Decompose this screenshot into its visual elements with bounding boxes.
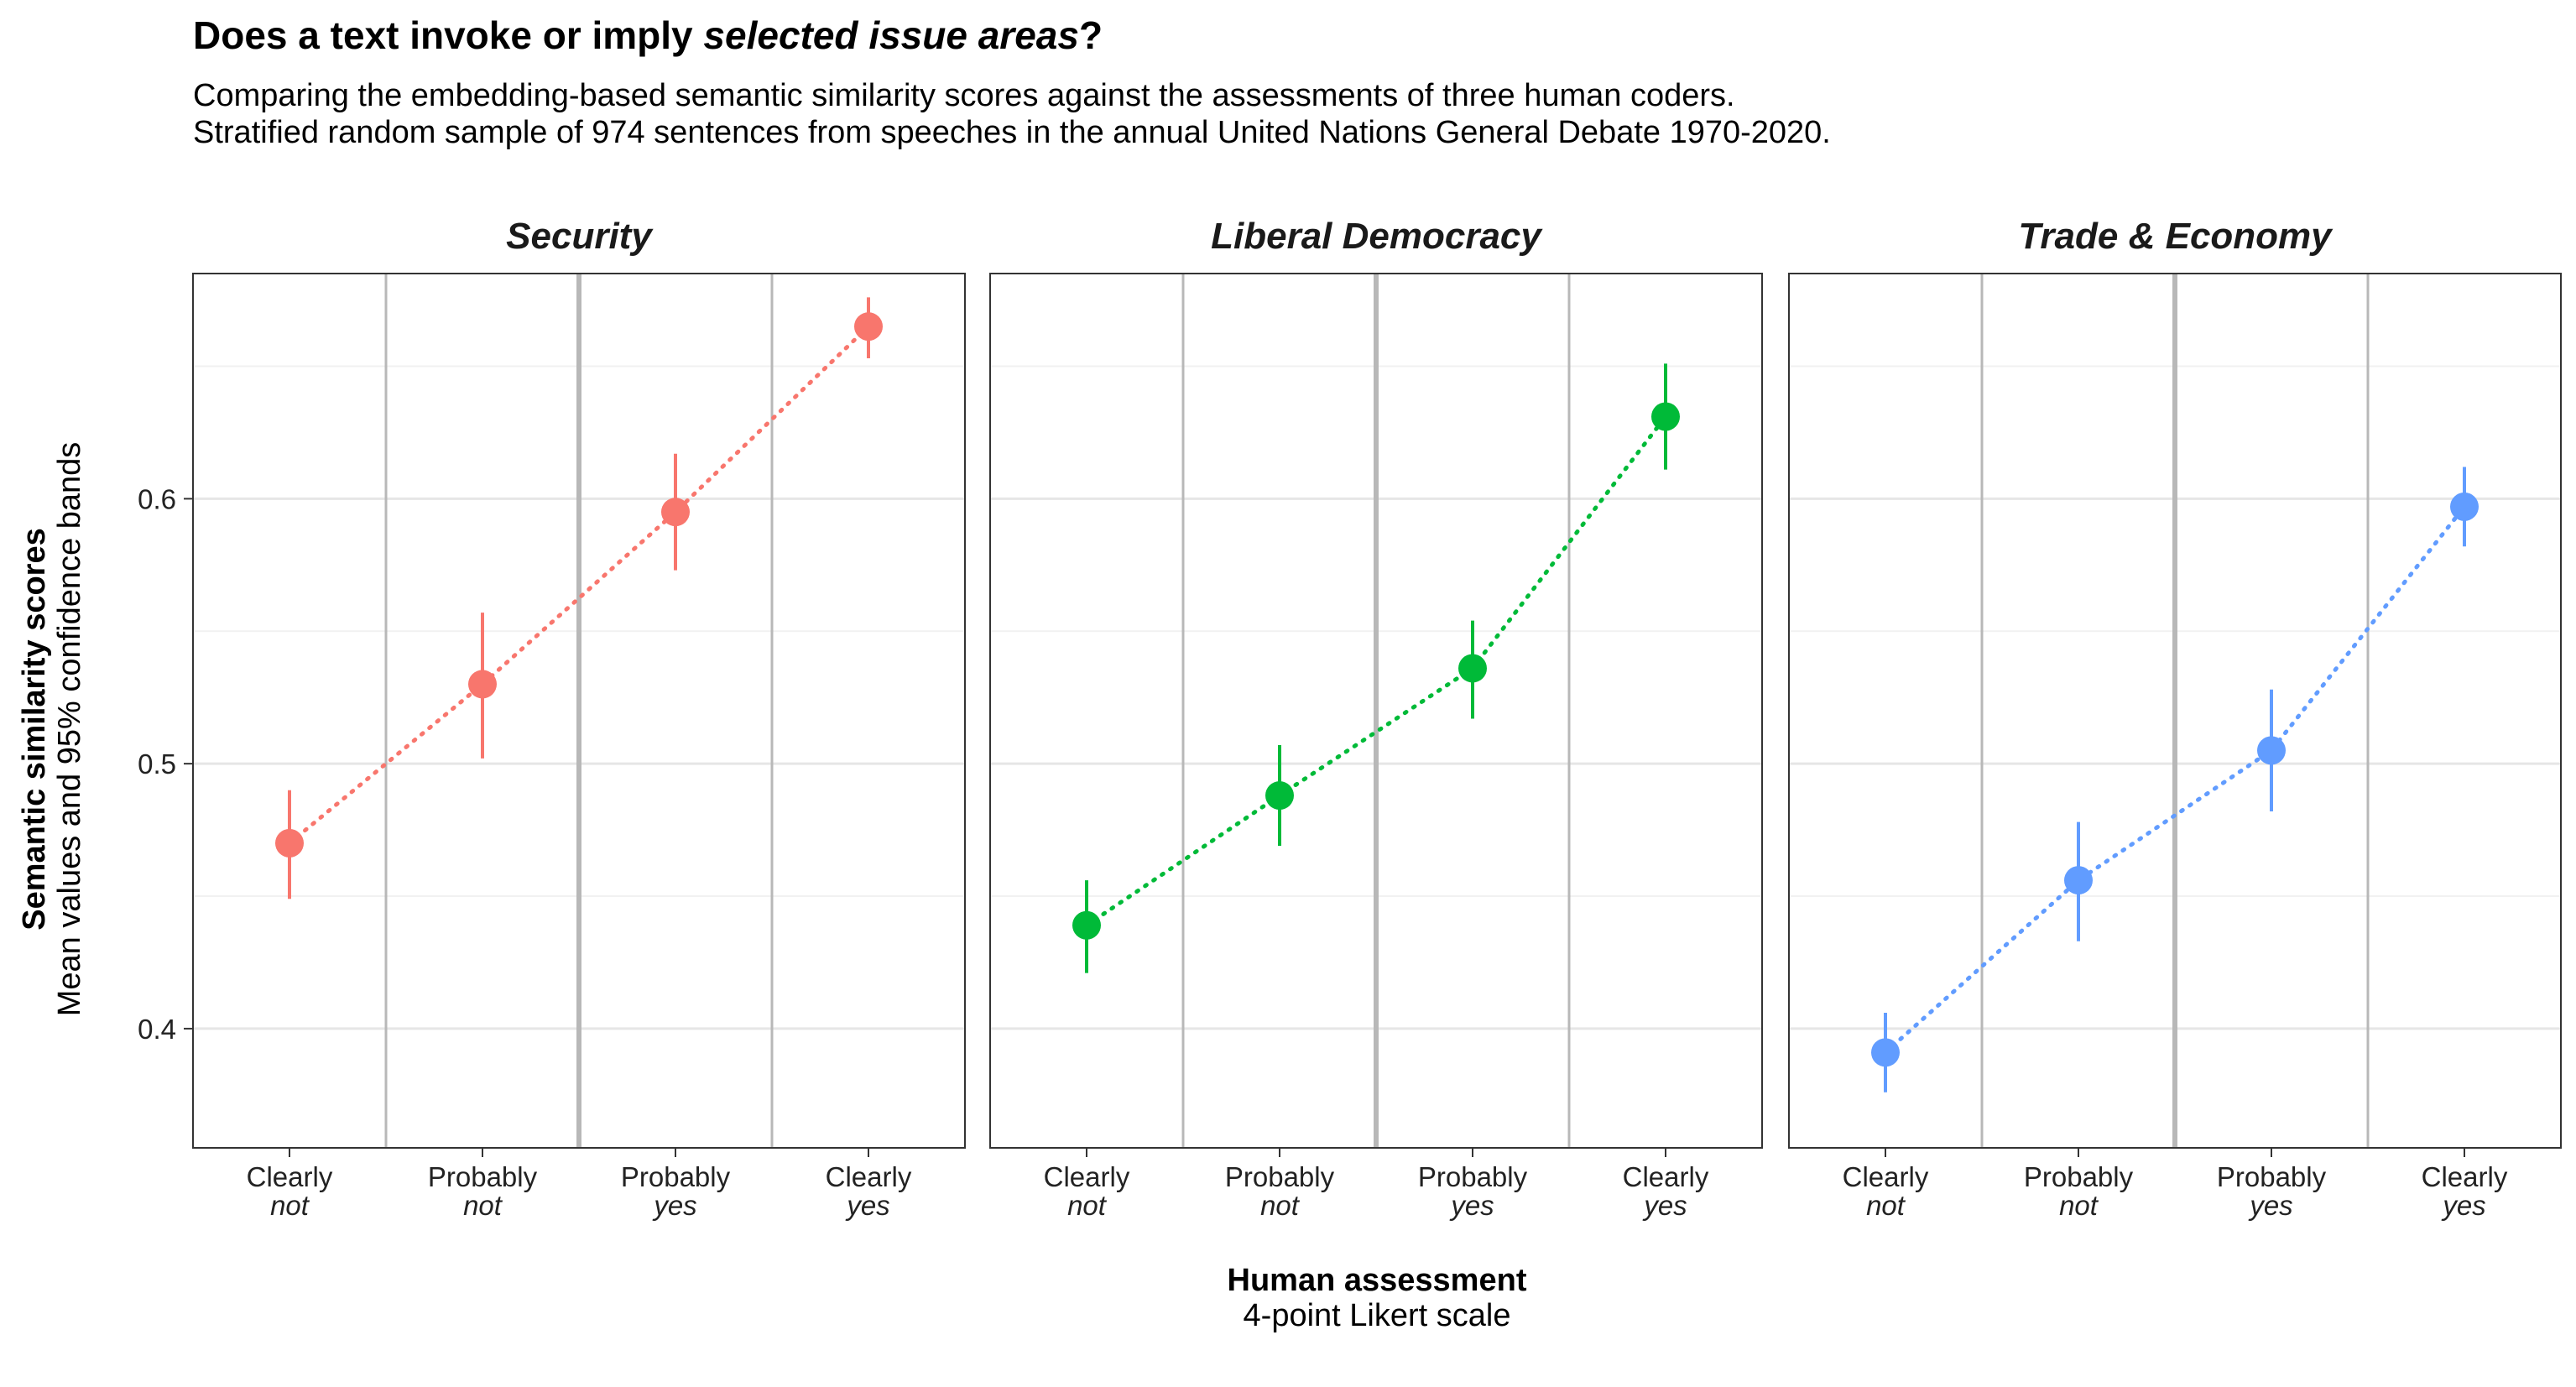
data-point xyxy=(2450,492,2479,521)
chart-subtitle-line1: Comparing the embedding-based semantic s… xyxy=(193,78,1735,113)
x-tick-label: yes xyxy=(652,1190,696,1221)
chart-subtitle-line2: Stratified random sample of 974 sentence… xyxy=(193,115,1831,150)
x-tick-label: not xyxy=(1067,1190,1108,1221)
y-tick-label: 0.5 xyxy=(138,748,176,780)
data-point xyxy=(1072,910,1101,940)
series-line xyxy=(1883,504,2467,1055)
y-tick-label: 0.6 xyxy=(138,483,176,514)
x-tick-label: Clearly xyxy=(1843,1161,1929,1192)
x-tick-label: Probably xyxy=(1418,1161,1528,1192)
x-tick-label: Probably xyxy=(621,1161,731,1192)
panel-border xyxy=(1788,273,2562,1149)
x-tick-label: not xyxy=(463,1190,503,1221)
panel-title: Security xyxy=(506,216,654,257)
series-line xyxy=(287,324,871,846)
x-tick-label: yes xyxy=(1642,1190,1687,1221)
panel-border xyxy=(192,273,966,1149)
data-point xyxy=(1871,1038,1900,1067)
x-tick-label: Clearly xyxy=(1623,1161,1709,1192)
panel-border xyxy=(989,273,1763,1149)
x-tick-label: yes xyxy=(1449,1190,1494,1221)
x-tick-label: not xyxy=(270,1190,310,1221)
x-tick-label: Clearly xyxy=(826,1161,912,1192)
data-point xyxy=(2064,866,2093,895)
x-tick-label: Probably xyxy=(428,1161,538,1192)
panel-trade-economy: Trade & EconomyClearlynotProbablynotProb… xyxy=(1788,216,2562,1221)
data-point xyxy=(1651,402,1680,431)
x-tick-label: not xyxy=(2059,1190,2099,1221)
y-axis: 0.4 0.5 0.6 xyxy=(138,483,193,1045)
panel-title: Liberal Democracy xyxy=(1211,216,1543,257)
data-point xyxy=(661,498,690,527)
y-axis-sublabel: Mean values and 95% confidence bands xyxy=(52,442,87,1016)
x-tick-label: Probably xyxy=(2217,1161,2327,1192)
chart-panels: SecurityClearlynotProbablynotProbablyyes… xyxy=(192,216,2562,1221)
data-point xyxy=(2257,736,2286,765)
data-point xyxy=(1458,654,1487,683)
x-tick-label: yes xyxy=(2248,1190,2292,1221)
data-point xyxy=(1265,781,1294,811)
x-tick-label: not xyxy=(1260,1190,1301,1221)
chart-header: Does a text invoke or imply selected iss… xyxy=(193,13,1831,150)
panel-liberal-democracy: Liberal DemocracyClearlynotProbablynotPr… xyxy=(989,216,1763,1221)
x-axis-label: Human assessment xyxy=(1228,1263,1527,1298)
x-tick-label: Clearly xyxy=(247,1161,333,1192)
x-axis-sublabel: 4-point Likert scale xyxy=(1244,1298,1511,1333)
panel-title: Trade & Economy xyxy=(2018,216,2334,257)
x-tick-label: not xyxy=(1866,1190,1906,1221)
y-axis-title: Semantic similarity scores Mean values a… xyxy=(17,442,87,1016)
x-tick-label: Clearly xyxy=(2422,1161,2508,1192)
x-tick-label: yes xyxy=(2441,1190,2485,1221)
data-point xyxy=(275,828,304,858)
y-tick-label: 0.4 xyxy=(138,1014,176,1045)
series-line xyxy=(1084,415,1668,928)
x-tick-label: yes xyxy=(845,1190,889,1221)
x-tick-label: Clearly xyxy=(1044,1161,1130,1192)
y-axis-label: Semantic similarity scores xyxy=(17,528,52,930)
data-point xyxy=(854,312,883,342)
data-point xyxy=(468,670,497,699)
x-axis-title: Human assessment 4-point Likert scale xyxy=(1228,1263,1527,1333)
chart-title: Does a text invoke or imply selected iss… xyxy=(193,13,1103,57)
x-tick-label: Probably xyxy=(1225,1161,1335,1192)
x-tick-label: Probably xyxy=(2024,1161,2134,1192)
panel-security: SecurityClearlynotProbablynotProbablyyes… xyxy=(192,216,966,1221)
